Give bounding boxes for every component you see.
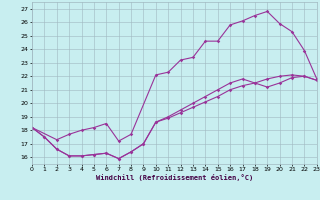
- X-axis label: Windchill (Refroidissement éolien,°C): Windchill (Refroidissement éolien,°C): [96, 174, 253, 181]
